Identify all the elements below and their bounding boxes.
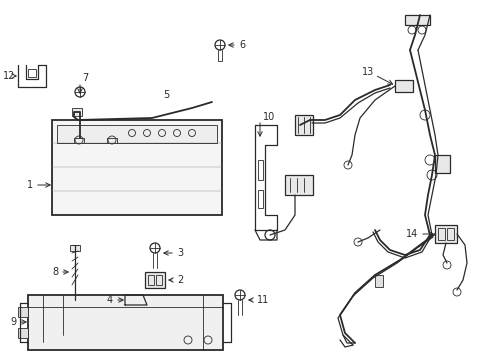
Text: 7: 7 — [82, 73, 88, 83]
Bar — [57, 125, 217, 143]
Bar — [285, 175, 313, 195]
Bar — [438, 228, 445, 240]
Text: 5: 5 — [163, 90, 169, 100]
Text: 11: 11 — [257, 295, 269, 305]
Bar — [148, 275, 154, 285]
Bar — [258, 190, 263, 208]
Text: 14: 14 — [406, 229, 418, 239]
Text: 9: 9 — [10, 317, 16, 327]
Bar — [52, 120, 222, 215]
Bar — [28, 69, 36, 77]
Bar — [295, 115, 313, 135]
Bar — [18, 307, 28, 317]
Bar — [18, 328, 28, 338]
Text: 13: 13 — [362, 67, 374, 77]
Bar — [72, 108, 82, 116]
Text: 1: 1 — [27, 180, 33, 190]
Bar — [395, 80, 413, 92]
Text: 6: 6 — [239, 40, 245, 50]
Bar — [375, 275, 383, 287]
Text: 12: 12 — [3, 71, 15, 81]
Bar — [70, 245, 80, 251]
Bar — [405, 15, 430, 25]
Text: 10: 10 — [263, 112, 275, 122]
Text: 4: 4 — [107, 295, 113, 305]
Text: 8: 8 — [52, 267, 58, 277]
Bar — [70, 295, 80, 302]
Bar — [435, 225, 457, 243]
Text: 2: 2 — [177, 275, 183, 285]
Bar — [435, 155, 450, 173]
Bar — [258, 160, 263, 180]
Bar — [145, 272, 165, 288]
Bar — [28, 295, 223, 350]
Text: 3: 3 — [177, 248, 183, 258]
Bar — [156, 275, 162, 285]
Bar — [447, 228, 454, 240]
